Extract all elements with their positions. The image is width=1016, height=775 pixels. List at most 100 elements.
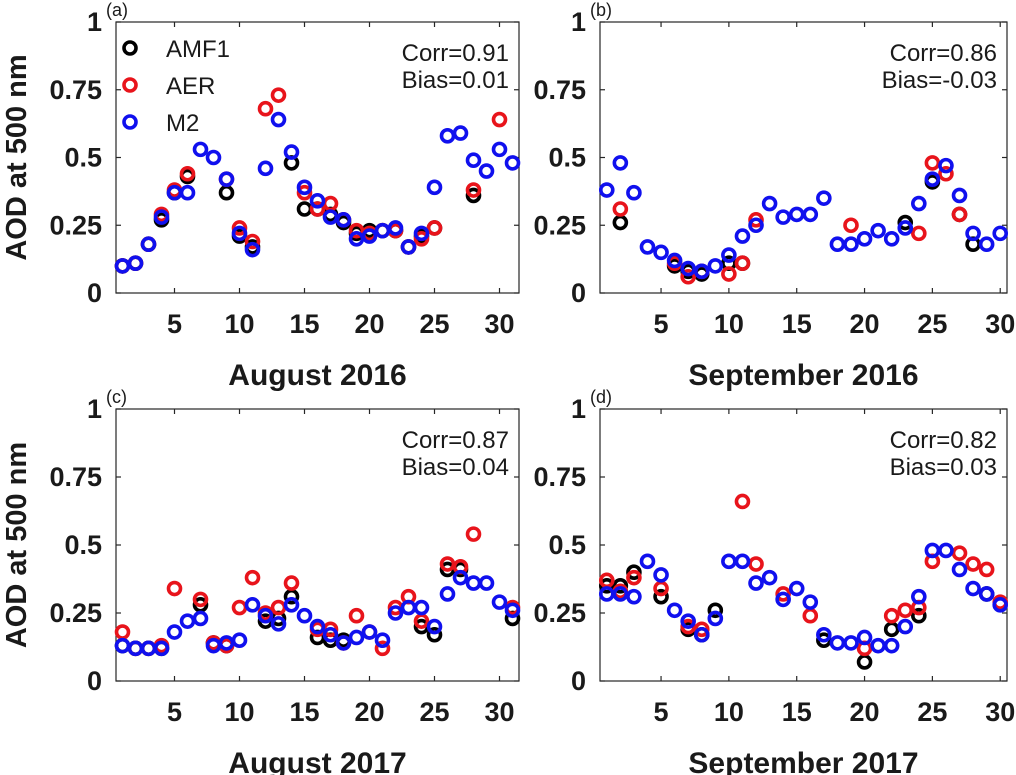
corr-label: Corr=0.87 <box>402 427 509 454</box>
data-point-m2 <box>626 588 642 605</box>
data-point-m2 <box>478 163 495 179</box>
x-tick-label: 10 <box>714 697 744 727</box>
data-point-aer <box>270 599 287 616</box>
data-point-aer <box>426 220 443 236</box>
data-point-m2 <box>598 182 615 198</box>
data-point-m2 <box>465 152 482 169</box>
data-point-m2 <box>127 640 144 657</box>
y-tick-label: 0.75 <box>533 75 586 105</box>
y-tick-label: 0.25 <box>49 598 102 628</box>
y-tick-label: 0 <box>87 278 102 308</box>
data-point-aer <box>965 556 981 572</box>
data-point-amf1 <box>612 577 629 594</box>
data-point-m2 <box>802 594 819 610</box>
data-point-m2 <box>218 171 235 187</box>
data-point-m2 <box>244 241 261 258</box>
data-point-aer <box>413 231 430 247</box>
data-point-m2 <box>897 220 914 236</box>
data-point-m2 <box>992 225 1009 242</box>
data-point-m2 <box>816 190 832 206</box>
x-tick-label: 30 <box>985 697 1015 727</box>
data-point-m2 <box>816 626 832 643</box>
data-point-m2 <box>179 184 196 201</box>
data-point-m2 <box>883 231 900 247</box>
data-point-m2 <box>748 575 764 591</box>
data-point-m2 <box>870 222 886 239</box>
x-tick-label: 5 <box>167 697 182 727</box>
data-point-m2 <box>788 580 805 597</box>
y-tick-label: 0 <box>87 666 102 696</box>
data-point-aer <box>465 182 482 198</box>
x-tick-label: 10 <box>224 697 254 727</box>
data-point-m2 <box>413 225 430 242</box>
data-point-m2 <box>992 597 1009 613</box>
data-point-aer <box>911 225 927 242</box>
data-point-m2 <box>296 179 313 196</box>
legend-label-aer: AER <box>166 73 215 100</box>
data-point-m2 <box>153 640 170 657</box>
x-tick-label: 20 <box>354 309 384 339</box>
data-point-aer <box>978 561 995 578</box>
y-axis-label: AOD at 500 nm <box>1 54 33 260</box>
data-point-m2 <box>361 228 378 244</box>
data-point-m2 <box>192 610 209 627</box>
legend-marker-m2 <box>122 114 138 130</box>
x-tick-label: 5 <box>654 309 669 339</box>
data-point-m2 <box>748 217 764 234</box>
y-tick-label: 0.5 <box>64 530 102 560</box>
data-point-m2 <box>426 618 443 635</box>
data-point-aer <box>653 580 669 597</box>
data-point-m2 <box>231 632 248 649</box>
data-point-m2 <box>153 209 170 225</box>
data-point-m2 <box>829 236 846 253</box>
x-axis-label: September 2016 <box>688 359 918 392</box>
data-point-aer <box>114 624 131 640</box>
x-tick-label: 20 <box>354 697 384 727</box>
y-tick-label: 0.75 <box>49 75 102 105</box>
data-point-m2 <box>491 594 508 610</box>
data-point-m2 <box>114 637 131 654</box>
data-point-m2 <box>348 629 365 646</box>
y-tick-label: 0.5 <box>548 143 586 173</box>
data-point-m2 <box>439 128 456 144</box>
data-point-m2 <box>761 195 778 212</box>
data-point-aer <box>166 580 183 597</box>
data-point-m2 <box>680 613 696 629</box>
x-axis-label: September 2017 <box>688 747 918 775</box>
data-point-m2 <box>309 193 326 209</box>
data-point-m2 <box>309 618 326 635</box>
legend-label-m2: M2 <box>166 110 199 137</box>
data-point-m2 <box>856 629 873 646</box>
data-point-m2 <box>911 588 927 605</box>
data-point-aer <box>374 640 391 657</box>
data-point-m2 <box>924 542 941 559</box>
panel-label: (b) <box>590 0 612 20</box>
data-point-m2 <box>257 607 274 624</box>
data-point-amf1 <box>816 632 832 649</box>
data-point-m2 <box>843 635 859 651</box>
y-tick-label: 0.25 <box>533 598 586 628</box>
data-point-amf1 <box>218 184 235 201</box>
data-point-m2 <box>166 624 183 640</box>
data-point-m2 <box>666 602 683 619</box>
data-point-aer <box>734 255 751 271</box>
series-aer <box>598 493 1009 657</box>
y-tick-label: 1 <box>571 7 586 37</box>
data-point-aer <box>721 266 737 282</box>
corr-label: Corr=0.82 <box>890 427 997 454</box>
y-tick-label: 0.75 <box>533 462 586 492</box>
data-point-aer <box>244 569 261 586</box>
panel-label: (a) <box>106 0 128 20</box>
data-point-m2 <box>387 605 404 621</box>
data-point-aer <box>270 87 287 103</box>
data-point-m2 <box>598 586 615 602</box>
data-point-m2 <box>400 599 417 616</box>
x-tick-label: 30 <box>484 309 514 339</box>
series-m2 <box>598 155 1009 280</box>
data-point-aer <box>283 575 300 591</box>
data-point-m2 <box>978 236 995 253</box>
data-point-aer <box>231 599 248 616</box>
x-tick-label: 25 <box>917 309 947 339</box>
data-point-amf1 <box>296 201 313 217</box>
